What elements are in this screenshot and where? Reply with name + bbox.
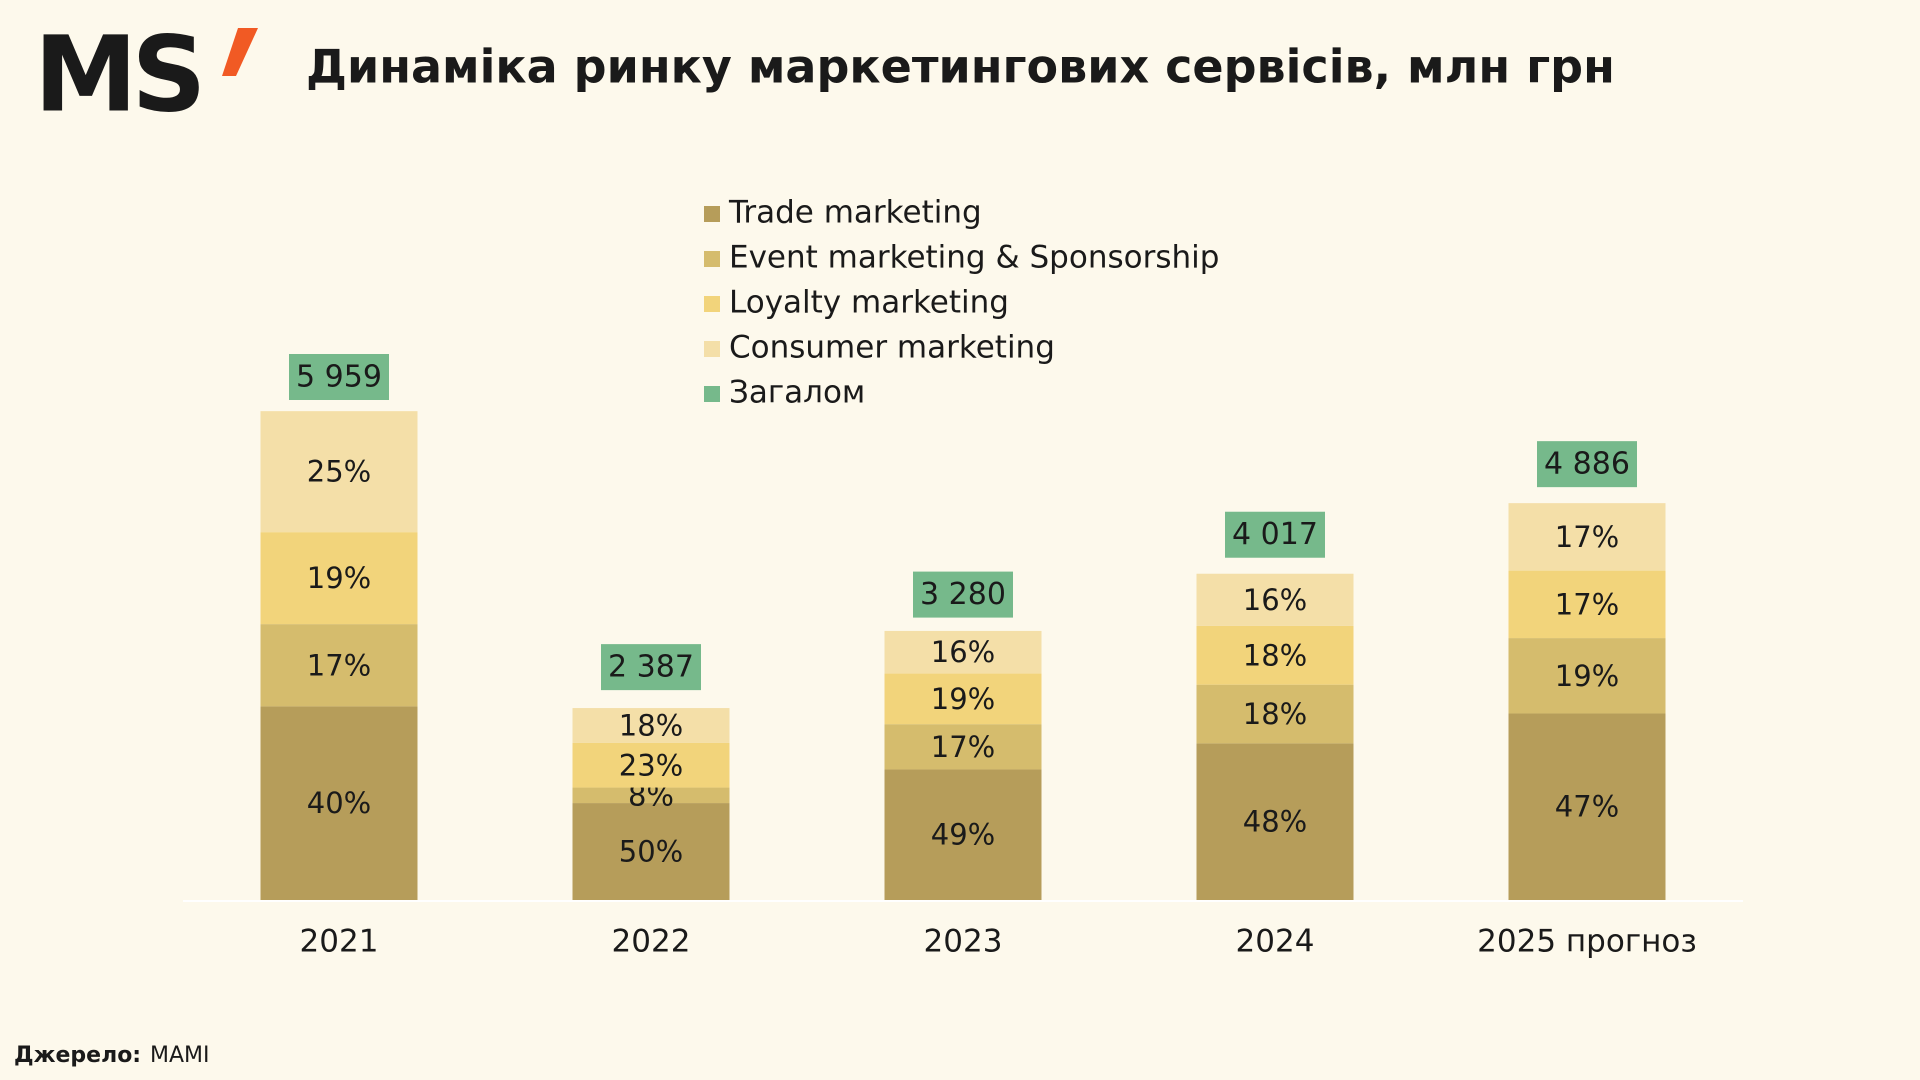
segment-label: 17% — [931, 730, 995, 764]
bar-segment — [260, 411, 418, 533]
total-box — [601, 644, 701, 691]
total-box — [1225, 511, 1325, 558]
segment-label: 50% — [619, 835, 683, 869]
x-tick-label: 2024 — [1236, 924, 1315, 960]
x-tick-label: 2022 — [612, 924, 691, 960]
bar-segment — [884, 769, 1042, 900]
total-label: 4 017 — [1232, 517, 1318, 552]
legend-label: Загалом — [729, 375, 865, 411]
bar-segment — [884, 724, 1042, 770]
segment-label: 17% — [1555, 520, 1619, 554]
total-box — [289, 354, 389, 400]
legend-label: Event marketing & Sponsorship — [729, 240, 1219, 276]
bar-segment — [884, 630, 1042, 674]
x-tick-label: 2021 — [300, 924, 379, 960]
bar-segment — [260, 706, 418, 900]
bar-segment — [572, 708, 730, 743]
segment-label: 17% — [1555, 587, 1619, 621]
bar-segment — [1196, 684, 1354, 744]
legend-swatch — [704, 386, 720, 402]
segment-label: 19% — [931, 682, 995, 716]
logo: MS — [34, 13, 200, 135]
total-label: 5 959 — [296, 360, 382, 395]
segment-label: 18% — [1243, 638, 1307, 672]
total-box — [913, 571, 1013, 618]
segment-label: 18% — [619, 709, 683, 743]
bar-segment — [1508, 570, 1666, 639]
bar-segment — [884, 673, 1042, 725]
bar-segment — [572, 787, 730, 804]
bar-segment — [1508, 713, 1666, 900]
bar-segment — [260, 532, 418, 625]
source-value: MAMI — [150, 1043, 210, 1068]
x-tick-label: 2025 прогноз — [1477, 924, 1697, 960]
segment-label: 48% — [1243, 805, 1307, 839]
total-label: 2 387 — [608, 650, 694, 685]
legend-swatch — [704, 206, 720, 222]
logo-accent — [222, 28, 258, 76]
bar-segment — [1508, 503, 1666, 571]
legend-swatch — [704, 296, 720, 312]
bar-segment — [1196, 625, 1354, 685]
legend-swatch — [704, 251, 720, 267]
segment-label: 47% — [1555, 790, 1619, 824]
legend-swatch — [704, 341, 720, 357]
legend-label: Trade marketing — [728, 195, 982, 231]
bar-segment — [572, 742, 730, 788]
source-label: Джерело: — [14, 1043, 141, 1068]
segment-label: 49% — [931, 818, 995, 852]
bar-segment — [1508, 638, 1666, 714]
segment-label: 17% — [307, 648, 371, 682]
segment-label: 19% — [1555, 659, 1619, 693]
total-box — [1537, 441, 1637, 488]
legend-label: Consumer marketing — [729, 330, 1055, 366]
legend-label: Loyalty marketing — [729, 285, 1009, 321]
segment-label: 18% — [1243, 697, 1307, 731]
segment-label: 16% — [1243, 583, 1307, 617]
x-tick-label: 2023 — [924, 924, 1003, 960]
total-label: 4 886 — [1544, 447, 1630, 482]
segment-label: 40% — [307, 786, 371, 820]
chart-title: Динаміка ринку маркетингових сервісів, м… — [306, 40, 1615, 94]
bar-segment — [572, 803, 730, 900]
bar-segment — [1196, 743, 1354, 900]
total-label: 3 280 — [920, 577, 1006, 612]
bar-segment — [1196, 573, 1354, 626]
segment-label: 19% — [307, 561, 371, 595]
segment-label: 23% — [619, 748, 683, 782]
segment-label: 16% — [931, 635, 995, 669]
bar-segment — [260, 624, 418, 707]
segment-label: 25% — [307, 455, 371, 489]
